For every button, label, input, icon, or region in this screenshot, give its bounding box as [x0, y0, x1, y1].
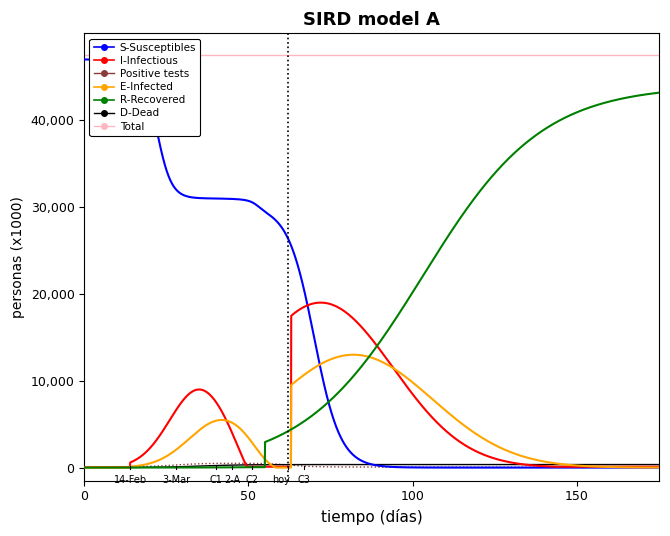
Title: SIRD model A: SIRD model A — [303, 11, 440, 29]
Text: C3: C3 — [298, 475, 311, 486]
X-axis label: tiempo (días): tiempo (días) — [321, 509, 423, 525]
Text: 3-Mar: 3-Mar — [162, 475, 190, 486]
Text: 14-Feb: 14-Feb — [114, 475, 147, 486]
Text: C2: C2 — [245, 475, 258, 486]
Text: hoy: hoy — [272, 475, 290, 486]
Y-axis label: personas (x1000): personas (x1000) — [11, 196, 25, 318]
Legend: S-Susceptibles, I-Infectious, Positive tests, E-Infected, R-Recovered, D-Dead, T: S-Susceptibles, I-Infectious, Positive t… — [90, 39, 200, 136]
Text: C1: C1 — [209, 475, 222, 486]
Text: 2-A: 2-A — [224, 475, 240, 486]
